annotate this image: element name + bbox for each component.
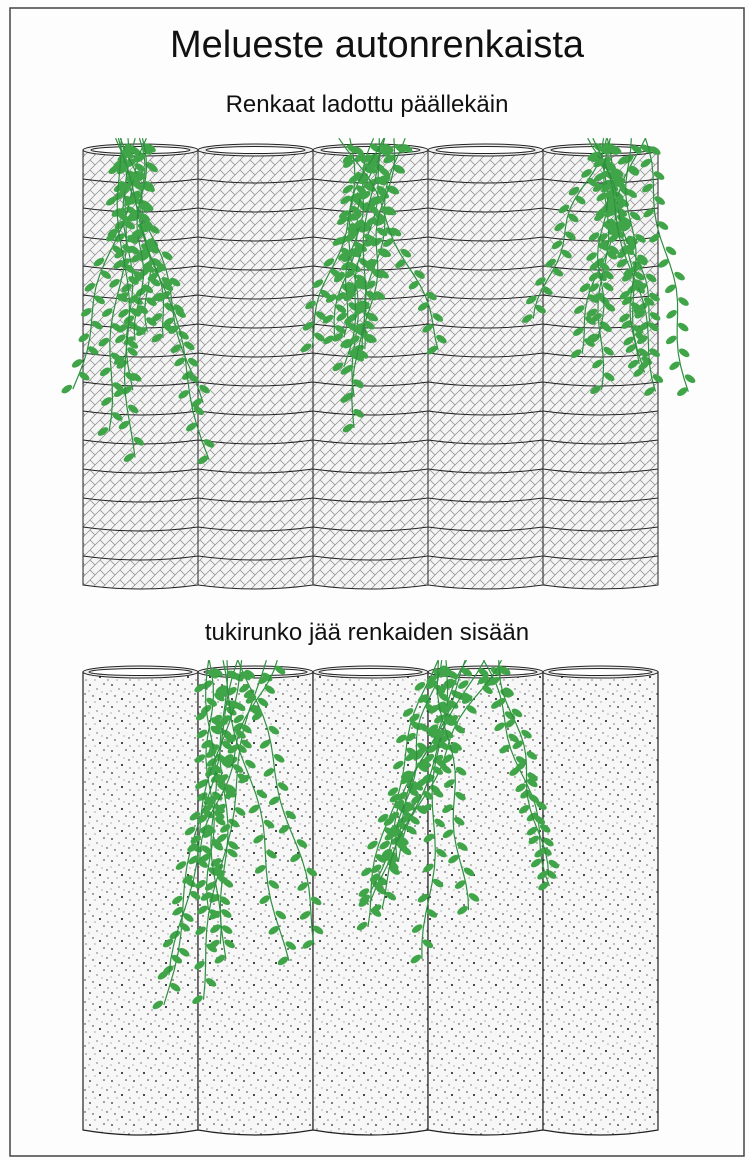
tire xyxy=(198,237,313,270)
column-hole xyxy=(549,669,652,676)
tire xyxy=(313,469,428,502)
tire xyxy=(543,411,658,444)
leaf xyxy=(60,383,74,395)
tire-hole xyxy=(436,147,535,154)
tire xyxy=(83,498,198,531)
section-label: Renkaat ladottu päällekäin xyxy=(226,91,509,118)
page: Melueste autonrenkaista Renkaat ladottu … xyxy=(0,0,749,1160)
leaf xyxy=(665,308,679,320)
tire xyxy=(313,382,428,415)
tire xyxy=(83,556,198,589)
tire-stack xyxy=(428,144,543,589)
tire xyxy=(198,440,313,473)
tire xyxy=(428,440,543,473)
tire xyxy=(313,527,428,560)
section-label: tukirunko jää renkaiden sisään xyxy=(205,619,529,646)
tire-stack xyxy=(198,144,313,589)
tire xyxy=(543,556,658,589)
leaf xyxy=(677,295,691,307)
tire xyxy=(198,324,313,357)
tire xyxy=(428,498,543,531)
tire xyxy=(428,208,543,241)
tire xyxy=(313,353,428,386)
tire xyxy=(428,527,543,560)
illustration: Melueste autonrenkaista Renkaat ladottu … xyxy=(0,0,749,1160)
tire xyxy=(198,266,313,299)
tire xyxy=(198,527,313,560)
tire xyxy=(428,382,543,415)
tire xyxy=(83,527,198,560)
tire xyxy=(313,498,428,531)
tire xyxy=(198,179,313,212)
column-hole xyxy=(319,669,422,676)
tire xyxy=(428,179,543,212)
tire xyxy=(198,295,313,328)
tire xyxy=(198,353,313,386)
tire xyxy=(313,440,428,473)
tire xyxy=(428,266,543,299)
tire xyxy=(543,440,658,473)
tire xyxy=(83,469,198,502)
tire xyxy=(198,469,313,502)
tire xyxy=(428,237,543,270)
column-body xyxy=(83,672,198,1135)
column-body xyxy=(198,672,313,1135)
tire xyxy=(313,556,428,589)
tire xyxy=(428,295,543,328)
column xyxy=(543,666,658,1135)
tire xyxy=(428,469,543,502)
title: Melueste autonrenkaista xyxy=(170,24,585,66)
tire xyxy=(428,353,543,386)
tire xyxy=(543,498,658,531)
tire xyxy=(198,498,313,531)
tire xyxy=(428,556,543,589)
leaf xyxy=(664,334,678,346)
tire xyxy=(543,469,658,502)
tire xyxy=(198,556,313,589)
tire xyxy=(198,411,313,444)
column-hole xyxy=(89,669,192,676)
tire xyxy=(198,208,313,241)
tire-hole xyxy=(206,147,305,154)
leaf xyxy=(676,321,690,333)
column-body xyxy=(543,672,658,1135)
tire xyxy=(428,411,543,444)
tire xyxy=(313,411,428,444)
tire xyxy=(543,527,658,560)
tire xyxy=(198,382,313,415)
